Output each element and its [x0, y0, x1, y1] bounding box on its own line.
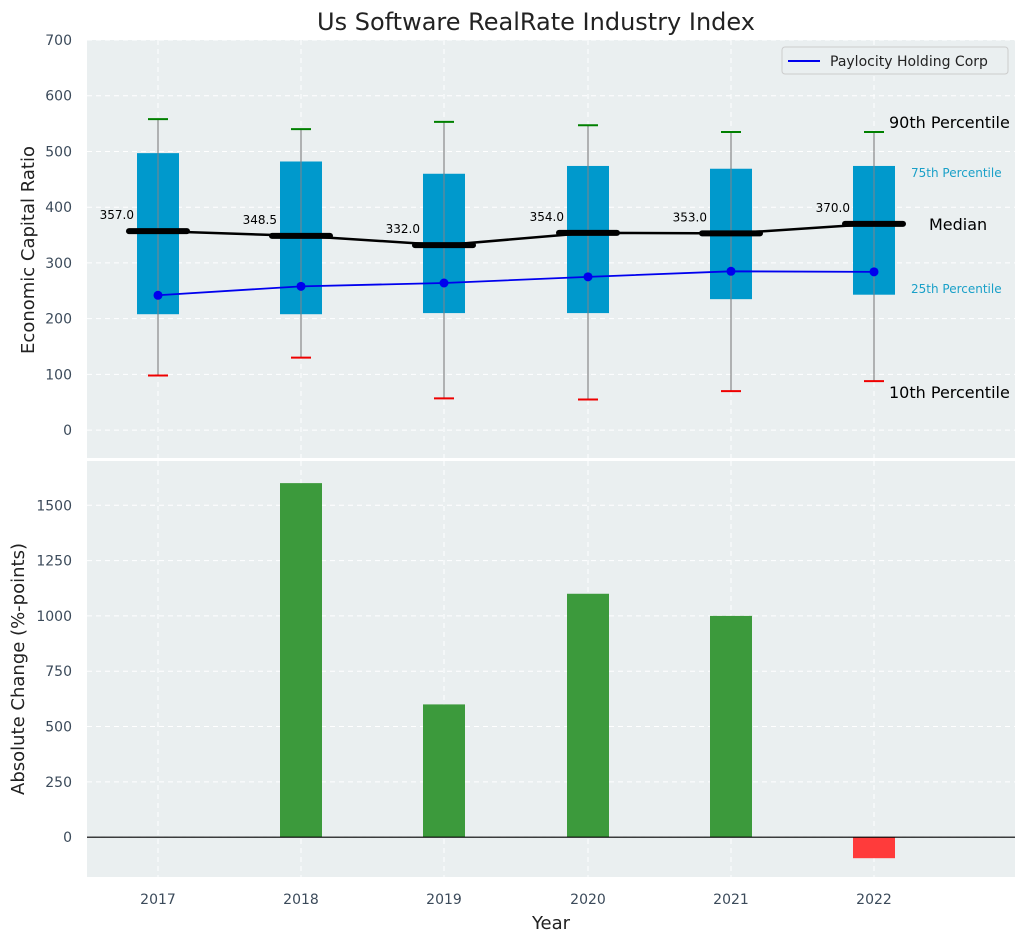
- median-value-label: 348.5: [243, 213, 277, 227]
- bottom-y-tick-label: 500: [45, 720, 72, 736]
- series-point: [869, 267, 879, 277]
- series-point: [153, 290, 163, 300]
- series-point: [726, 266, 736, 276]
- annotation-90th: 90th Percentile: [889, 113, 1010, 132]
- median-value-label: 370.0: [816, 201, 850, 215]
- median-trend: [157, 222, 875, 247]
- legend: Paylocity Holding Corp: [781, 46, 1009, 75]
- bar-group: [280, 483, 895, 859]
- series-point: [296, 281, 306, 291]
- change-bar: [280, 483, 322, 838]
- chart-title: Us Software RealRate Industry Index: [317, 8, 755, 36]
- x-axis-label: Year: [531, 913, 571, 934]
- x-tick-label: 2018: [283, 892, 319, 908]
- bottom-y-tick-label: 1250: [36, 554, 72, 570]
- top-y-tick-label: 200: [45, 312, 72, 328]
- bottom-y-tick-label: 250: [45, 775, 72, 791]
- annotation-25th: 25th Percentile: [911, 282, 1002, 296]
- legend-box: [781, 46, 1009, 75]
- top-y-tick-label: 400: [45, 200, 72, 216]
- bottom-y-ticks: 0 250 500 750 1000 1250 1500: [36, 498, 72, 846]
- median-value-label: 354.0: [530, 210, 564, 224]
- x-tick-label: 2021: [713, 892, 749, 908]
- annotation-median: Median: [929, 215, 987, 234]
- change-bar: [710, 615, 752, 838]
- series-point: [439, 278, 449, 288]
- bottom-y-tick-label: 1500: [36, 498, 72, 514]
- x-tick-label: 2019: [426, 892, 462, 908]
- top-y-tick-label: 700: [45, 33, 72, 49]
- median-trend-line: [157, 222, 875, 247]
- bottom-y-tick-label: 0: [63, 830, 72, 846]
- median-value-label: 357.0: [100, 208, 134, 222]
- x-ticks: 2017 2018 2019 2020 2021 2022: [140, 892, 892, 908]
- median-value-label: 353.0: [673, 210, 707, 224]
- change-bar: [567, 593, 609, 838]
- percentile-annotations: 90th Percentile 75th Percentile Median 2…: [889, 113, 1010, 402]
- annotation-10th: 10th Percentile: [889, 383, 1010, 402]
- top-y-tick-label: 500: [45, 144, 72, 160]
- top-y-tick-label: 0: [63, 423, 72, 439]
- median-value-label: 332.0: [386, 222, 420, 236]
- legend-series-label: Paylocity Holding Corp: [830, 54, 988, 70]
- bottom-y-tick-label: 750: [45, 664, 72, 680]
- bottom-panel-background: [87, 461, 1015, 877]
- top-y-ticks: 0 100 200 300 400 500 600 700: [45, 33, 72, 439]
- x-tick-label: 2017: [140, 892, 176, 908]
- top-y-tick-label: 600: [45, 89, 72, 105]
- series-line: [157, 270, 875, 297]
- top-y-tick-label: 100: [45, 367, 72, 383]
- series-group: [153, 266, 879, 300]
- change-bar: [423, 704, 465, 838]
- bottom-y-tick-label: 1000: [36, 609, 72, 625]
- x-tick-label: 2022: [856, 892, 892, 908]
- x-tick-label: 2020: [570, 892, 606, 908]
- annotation-75th: 75th Percentile: [911, 166, 1002, 180]
- top-y-axis-label: Economic Capital Ratio: [18, 146, 39, 354]
- series-point: [583, 272, 593, 282]
- change-bar: [853, 837, 895, 859]
- top-y-tick-label: 300: [45, 256, 72, 272]
- bottom-y-axis-label: Absolute Change (%-points): [8, 543, 29, 795]
